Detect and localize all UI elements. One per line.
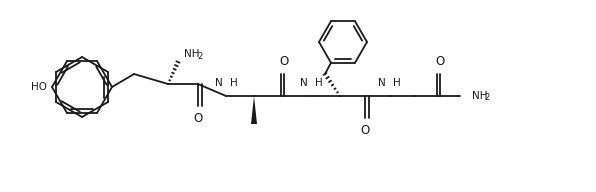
Text: O: O [361,124,370,137]
Text: O: O [435,55,445,68]
Text: NH: NH [184,49,200,59]
Text: N: N [300,78,308,88]
Text: O: O [280,55,288,68]
Text: H: H [393,78,401,88]
Text: N: N [215,78,223,88]
Text: HO: HO [31,82,47,92]
Text: 2: 2 [484,94,489,103]
Text: N: N [378,78,386,88]
Text: H: H [315,78,323,88]
Text: 2: 2 [197,52,202,61]
Text: H: H [230,78,238,88]
Text: NH: NH [472,91,488,101]
Polygon shape [251,96,257,124]
Text: O: O [193,112,203,125]
